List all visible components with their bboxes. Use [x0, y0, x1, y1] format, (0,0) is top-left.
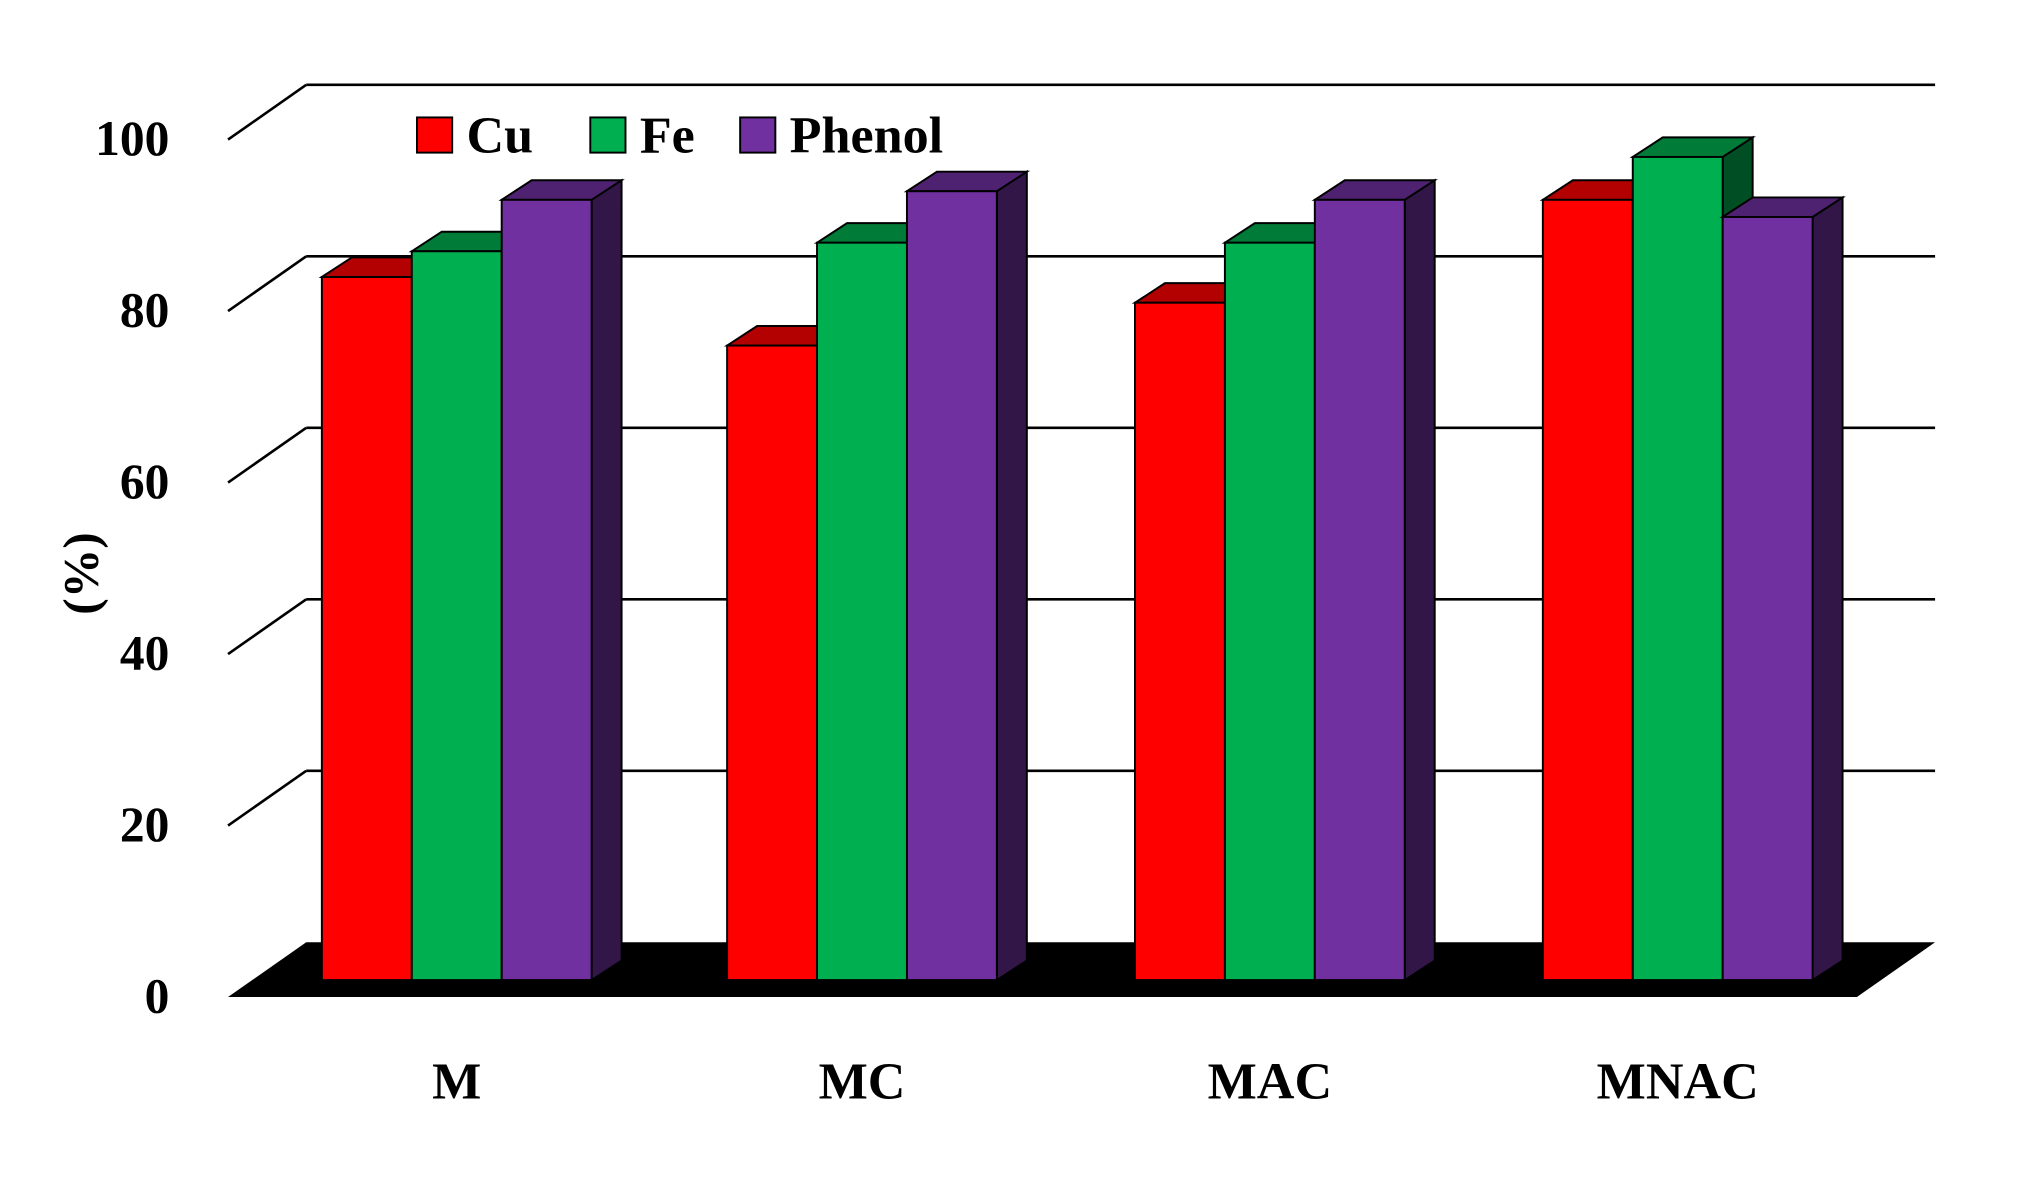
gridline-diagonal: [227, 426, 307, 484]
y-tick-label: 40: [120, 626, 170, 681]
bar-mnac-cu: [1541, 198, 1634, 982]
bar-mac-cu: [1134, 301, 1226, 982]
x-tick-label: M: [432, 1054, 481, 1111]
bar-m-fe: [410, 250, 503, 982]
gridline-diagonal: [227, 83, 307, 141]
bar-mnac-phenol: [1721, 215, 1814, 982]
bar-mc-phenol: [905, 190, 998, 982]
gridline-diagonal: [227, 598, 307, 656]
legend-label-cu: Cu: [467, 108, 534, 165]
y-tick-label: 20: [120, 797, 170, 852]
y-tick-label: 100: [95, 111, 169, 166]
bar-m-phenol: [500, 198, 593, 982]
legend: Cu Fe Phenol: [416, 108, 943, 165]
y-tick-label: 60: [120, 454, 170, 509]
x-tick-labels: M MC MAC MNAC: [432, 1054, 1759, 1111]
bars: [318, 135, 1846, 982]
chart-floor: [228, 942, 1936, 998]
y-tick-labels: 0 20 40 60 80 100: [95, 111, 169, 1023]
y-tick-label: 80: [120, 283, 170, 338]
x-tick-label: MC: [819, 1054, 906, 1111]
bar-mc-fe: [816, 241, 908, 982]
y-axis-label: (%): [54, 532, 109, 614]
bar-side-phenol: [590, 178, 623, 982]
gridline-diagonal: [227, 769, 307, 827]
legend-swatch-phenol: [739, 116, 777, 154]
x-tick-label: MAC: [1208, 1054, 1332, 1111]
x-tick-label: MNAC: [1597, 1054, 1759, 1111]
bar-side-phenol: [995, 169, 1028, 982]
bar-mac-fe: [1223, 241, 1316, 982]
legend-label-fe: Fe: [640, 108, 695, 165]
y-tick-label: 0: [145, 969, 170, 1024]
bar-mac-phenol: [1313, 198, 1406, 982]
gridline-diagonal: [227, 255, 307, 313]
bar-m-cu: [320, 276, 413, 982]
floor-plane: [228, 942, 1936, 998]
legend-swatch-fe: [589, 116, 627, 154]
bar-mc-cu: [726, 344, 819, 982]
bar-side-phenol: [1811, 195, 1844, 982]
legend-label-phenol: Phenol: [790, 108, 943, 165]
bar-mnac-fe: [1631, 155, 1724, 982]
legend-swatch-cu: [416, 116, 454, 154]
bar-side-phenol: [1403, 178, 1436, 982]
